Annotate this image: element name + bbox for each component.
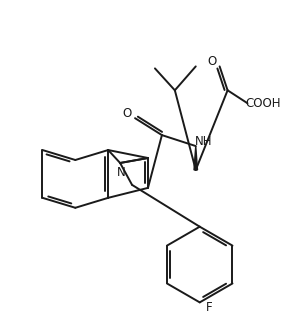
Text: O: O <box>207 55 216 68</box>
Text: F: F <box>206 301 213 314</box>
Text: O: O <box>122 107 132 120</box>
Text: N: N <box>117 166 126 179</box>
Text: COOH: COOH <box>246 97 281 110</box>
Text: NH: NH <box>195 135 213 148</box>
Polygon shape <box>194 146 198 170</box>
